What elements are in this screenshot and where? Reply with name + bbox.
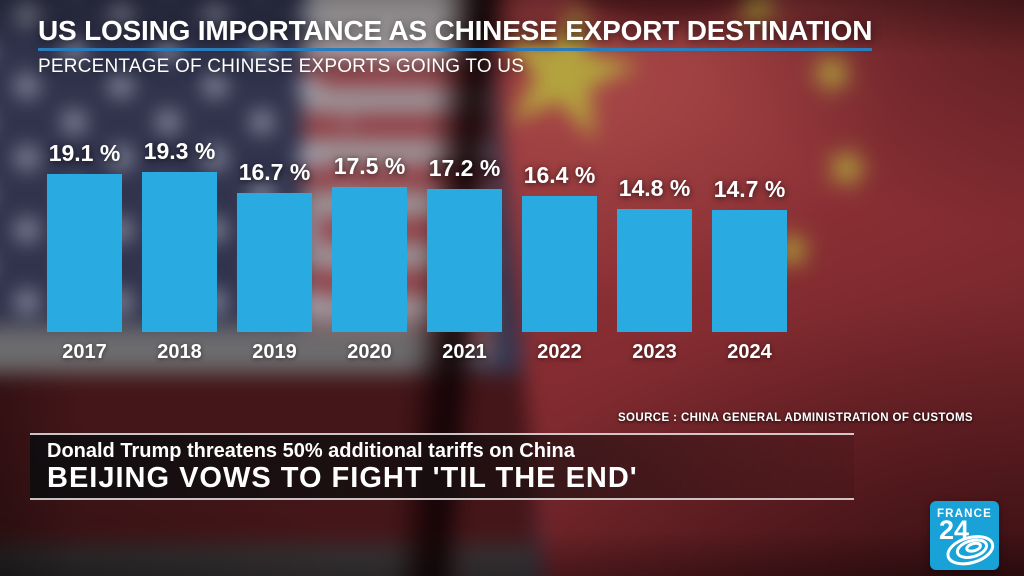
bar-year-label: 2020: [347, 341, 392, 363]
bar: [47, 173, 122, 332]
bar-value-label: 16.4 %: [523, 161, 596, 188]
source-credit: SOURCE : CHINA GENERAL ADMINISTRATION OF…: [617, 412, 973, 424]
bar-value-label: 17.5 %: [333, 152, 406, 179]
bar-column-2024: 14.7 %: [712, 0, 787, 332]
bar: [237, 193, 312, 332]
bar-year-label: 2018: [157, 341, 202, 363]
bar-column-2022: 16.4 %: [522, 0, 597, 332]
lower-third-banner: Donald Trump threatens 50% additional ta…: [30, 433, 854, 500]
bar-year-label: 2022: [537, 341, 582, 363]
france24-ripple-icon: [946, 535, 995, 566]
bar-value-label: 19.3 %: [143, 137, 216, 164]
bar-year-label: 2021: [442, 341, 487, 363]
bar-column-2021: 17.2 %: [427, 0, 502, 332]
bar-value-label: 14.7 %: [713, 176, 786, 202]
bar: [522, 195, 597, 332]
bar-column-2018: 19.3 %: [142, 0, 217, 332]
bar: [712, 210, 787, 332]
chart-header: US LOSING IMPORTANCE AS CHINESE EXPORT D…: [38, 16, 872, 78]
bar-column-2019: 16.7 %: [237, 0, 312, 332]
bar-column-2020: 17.5 %: [332, 0, 407, 332]
logo-brand-text: FRANCE: [936, 508, 993, 520]
bar-value-label: 16.7 %: [238, 159, 311, 186]
bar-value-label: 14.8 %: [618, 175, 691, 202]
page-subtitle: PERCENTAGE OF CHINESE EXPORTS GOING TO U…: [38, 56, 525, 77]
bar-year-label: 2019: [252, 341, 297, 363]
bar: [142, 171, 217, 332]
bar-year-label: 2017: [62, 341, 107, 363]
banner-headline: BEIJING VOWS TO FIGHT 'TIL THE END': [47, 462, 638, 494]
flag-shadow-patch: [575, 0, 755, 22]
bar: [332, 186, 407, 332]
bar: [617, 209, 692, 332]
bar-year-label: 2023: [632, 341, 677, 363]
bar-column-2017: 19.1 %: [47, 0, 122, 332]
bar: [427, 189, 502, 332]
bar-column-2023: 14.8 %: [617, 0, 692, 332]
bar-value-label: 19.1 %: [48, 139, 121, 166]
banner-kicker: Donald Trump threatens 50% additional ta…: [47, 440, 575, 462]
page-title: US LOSING IMPORTANCE AS CHINESE EXPORT D…: [38, 16, 872, 51]
france24-logo: FRANCE 24: [930, 501, 999, 570]
bar-year-label: 2024: [727, 341, 772, 363]
bar-value-label: 17.2 %: [428, 155, 501, 182]
